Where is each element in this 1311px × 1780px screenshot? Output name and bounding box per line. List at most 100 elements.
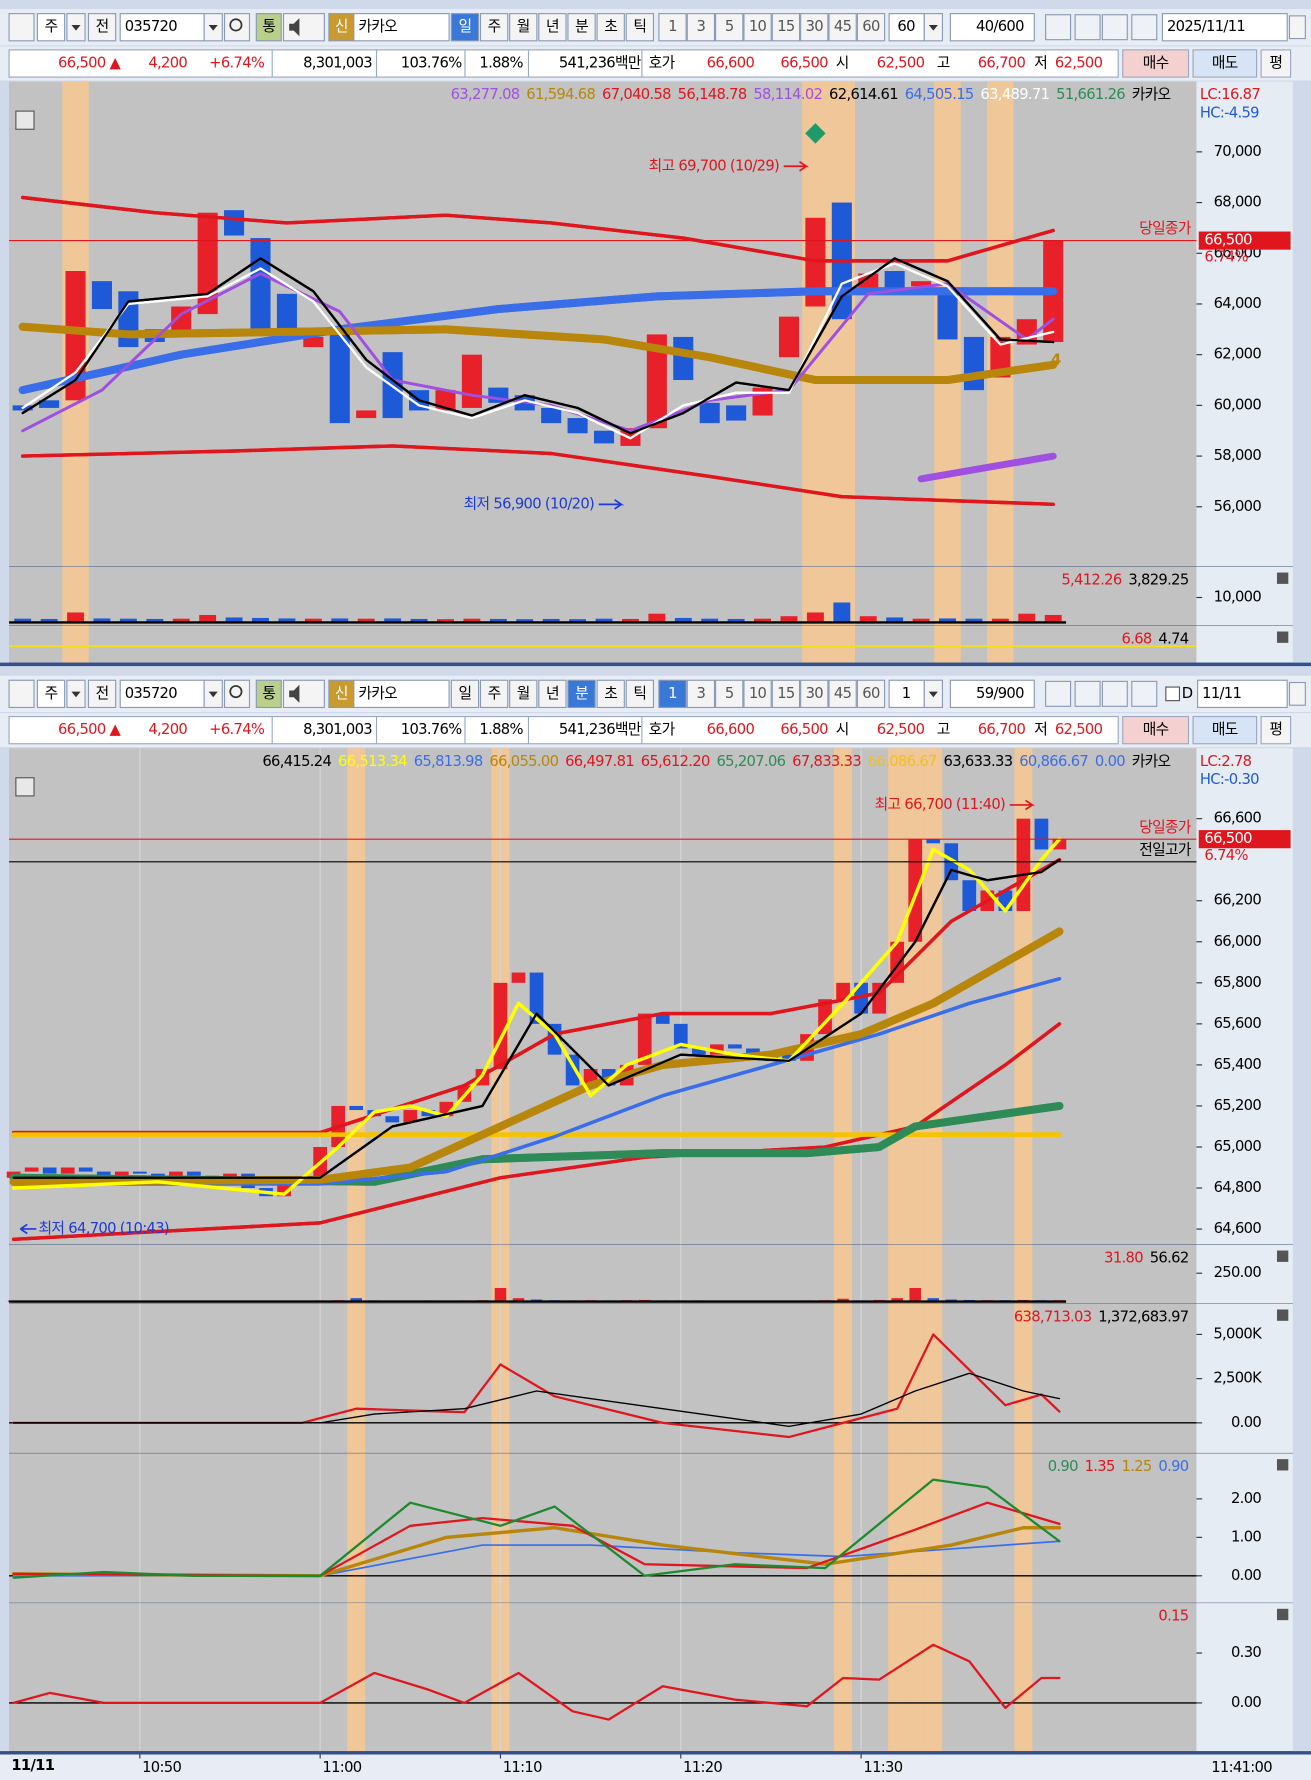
period-button[interactable]: 일 [459,18,473,35]
date-input[interactable] [1161,13,1288,42]
market-button[interactable]: 주 [45,685,59,702]
buy-box[interactable] [1122,49,1190,78]
interval-button[interactable]: 3 [697,685,707,702]
period-box[interactable] [625,679,655,709]
interval-box[interactable] [715,13,744,42]
code-input[interactable] [119,13,205,42]
period-button[interactable]: 월 [517,685,531,702]
period-box[interactable] [538,13,567,42]
calendar-button[interactable] [1288,681,1306,706]
count-input[interactable] [949,679,1035,709]
avg-box[interactable] [1260,49,1292,78]
avg-button[interactable]: 평 [1269,721,1283,738]
period-button[interactable]: 틱 [633,685,647,702]
interval-button[interactable]: 3 [697,18,707,35]
interval-box[interactable] [658,13,687,42]
interval-box[interactable] [856,13,886,42]
tool-icon[interactable] [1045,680,1072,707]
tong-box[interactable] [255,13,282,42]
mode-box[interactable] [87,13,117,42]
sin-box[interactable] [328,679,355,709]
interval-box[interactable] [686,679,716,709]
interval-button[interactable]: 1 [668,685,678,702]
stock-name[interactable]: 카카오 [358,18,397,35]
period-box[interactable] [479,679,509,709]
panel-close[interactable] [1276,572,1289,584]
search-button[interactable] [223,679,251,709]
checkbox[interactable] [1165,686,1181,702]
date-value[interactable]: 11/11 [1202,685,1242,702]
interval-input[interactable] [888,13,925,42]
interval-button[interactable]: 15 [777,685,795,702]
period-box[interactable] [509,13,538,42]
sell-box[interactable] [1192,715,1258,745]
sin-button[interactable]: 신 [335,18,349,35]
tool-icon[interactable] [1101,14,1128,41]
period-button[interactable]: 주 [488,18,502,35]
panel-close[interactable] [1276,631,1289,643]
tool-icon[interactable] [1074,680,1101,707]
menu-icon[interactable] [8,679,35,709]
period-box[interactable] [450,13,480,42]
period-box[interactable] [567,13,596,42]
grid-toggle[interactable] [15,110,35,130]
period-button[interactable]: 초 [604,685,618,702]
stock-name[interactable]: 카카오 [358,685,397,702]
interval-button[interactable]: 5 [725,18,735,35]
interval-box[interactable] [800,679,829,709]
interval-button[interactable]: 10 [749,685,767,702]
market-box[interactable] [36,679,66,709]
interval-button[interactable]: 45 [834,18,852,35]
buy-box[interactable] [1122,715,1190,745]
panel-close[interactable] [1276,1608,1289,1621]
search-button[interactable] [223,13,251,42]
period-box[interactable] [567,679,596,709]
avg-box[interactable] [1260,715,1292,745]
date-value[interactable]: 2025/11/11 [1167,18,1246,35]
interval-box[interactable] [856,679,886,709]
sell-button[interactable]: 매도 [1212,54,1239,71]
interval-button[interactable]: 60 [862,685,880,702]
market-box[interactable] [36,13,66,42]
buy-button[interactable]: 매수 [1143,721,1170,738]
mode-button[interactable]: 전 [96,685,110,702]
period-button[interactable]: 주 [488,685,502,702]
period-box[interactable] [596,679,625,709]
sin-button[interactable]: 신 [335,685,349,702]
avg-button[interactable]: 평 [1269,54,1283,71]
interval-button[interactable]: 1 [668,18,678,35]
tong-box[interactable] [255,679,282,709]
sin-box[interactable] [328,13,355,42]
period-button[interactable]: 틱 [633,18,647,35]
sound-button[interactable] [282,679,325,709]
interval-box[interactable] [771,679,801,709]
market-button[interactable]: 주 [45,18,59,35]
interval-box[interactable] [771,13,801,42]
name-input[interactable] [353,679,450,709]
interval-box[interactable] [715,679,744,709]
interval-button[interactable]: 30 [806,685,824,702]
name-input[interactable] [353,13,450,42]
period-button[interactable]: 일 [459,685,473,702]
panel-close[interactable] [1276,1250,1289,1262]
interval-box[interactable] [828,679,857,709]
panel-close[interactable] [1276,1309,1289,1321]
stock-code[interactable]: 035720 [125,18,178,35]
interval-value[interactable]: 1 [902,685,912,702]
interval-button[interactable]: 15 [777,18,795,35]
interval-box[interactable] [686,13,716,42]
count-value[interactable]: 40 [976,18,994,35]
period-button[interactable]: 초 [604,18,618,35]
interval-box[interactable] [828,13,857,42]
tool-icon[interactable] [1131,14,1158,41]
period-button[interactable]: 분 [575,685,589,702]
period-box[interactable] [479,13,509,42]
period-box[interactable] [538,679,567,709]
interval-button[interactable]: 10 [749,18,767,35]
date-input[interactable] [1197,679,1288,709]
mode-button[interactable]: 전 [96,18,110,35]
menu-icon[interactable] [8,13,35,42]
count-input[interactable] [949,13,1035,42]
interval-button[interactable]: 5 [725,685,735,702]
period-box[interactable] [450,679,480,709]
